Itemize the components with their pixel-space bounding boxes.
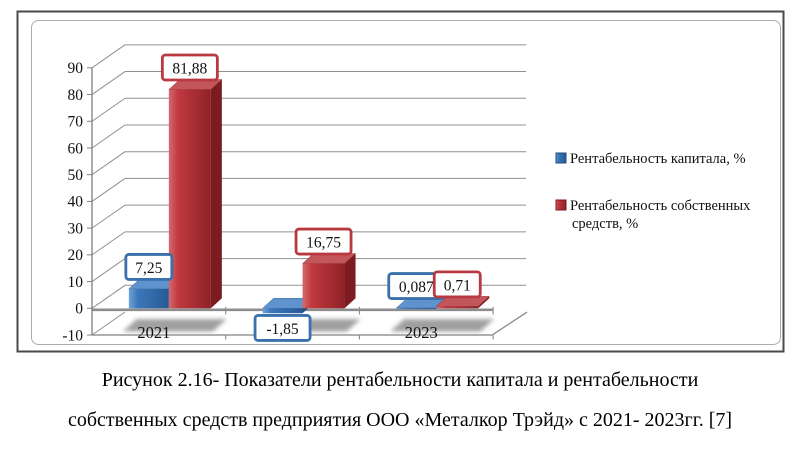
legend-label-rentabelnost-sobstvennyh-sredstv-line2: средств, % (572, 216, 638, 232)
figure-caption: Рисунок 2.16- Показатели рентабельности … (0, 360, 800, 440)
bar-rentabelnost-kapitala-2022 (262, 308, 303, 314)
y-tick-label: 0 (75, 301, 83, 318)
y-tick-label: 60 (68, 140, 84, 157)
legend-label-rentabelnost-sobstvennyh-sredstv-line1: Рентабельность собственных (570, 198, 751, 214)
legend-label-rentabelnost-kapitala: Рентабельность капитала, % (570, 151, 746, 167)
data-label-rentabelnost-sobstvennyh-sredstv-2021: 81,88 (172, 61, 207, 78)
bar-rentabelnost-sobstvennyh-sredstv-2021-side (210, 79, 222, 309)
legend: Рентабельность капитала, % Рентабельност… (555, 151, 751, 232)
data-label-rentabelnost-sobstvennyh-sredstv-2023: 0,71 (444, 277, 471, 294)
category-label-2023: 2023 (405, 323, 438, 342)
y-tick-label: 80 (68, 87, 84, 104)
data-label-rentabelnost-kapitala-2021: 7,25 (135, 260, 162, 277)
data-label-rentabelnost-kapitala-2023: 0,087 (399, 279, 434, 296)
y-tick-label: 70 (68, 114, 84, 131)
bar-rentabelnost-kapitala-2023 (396, 308, 437, 310)
y-tick-label: -10 (62, 327, 83, 344)
y-tick-label: 40 (68, 194, 84, 211)
bar-rentabelnost-sobstvennyh-sredstv-2022 (302, 263, 345, 309)
category-label-2021: 2021 (137, 323, 170, 342)
data-label-box-rentabelnost-sobstvennyh-sredstv-2023 (432, 270, 482, 299)
plot-area: -1001020304050607080902021202220237,2581… (62, 44, 528, 344)
y-tick-label: 50 (68, 167, 84, 184)
bar-rentabelnost-sobstvennyh-sredstv-2022-side (344, 253, 356, 309)
chart-inner-border (31, 20, 781, 345)
chart-figure: -1001020304050607080902021202220237,2581… (16, 10, 785, 353)
bars (128, 79, 490, 314)
data-labels: 7,25 81,88 -1,85 16,75 0,087 0,71 (124, 53, 482, 342)
bar-rentabelnost-sobstvennyh-sredstv-2023-side (478, 296, 490, 309)
legend-swatch-rentabelnost-kapitala (555, 152, 567, 164)
bar-shadow (122, 319, 227, 332)
y-tick-label: 30 (68, 220, 84, 237)
value-axis: -10 0 10 20 30 40 50 60 70 80 90 (62, 60, 93, 344)
bar-rentabelnost-sobstvennyh-sredstv-2021 (168, 89, 211, 309)
data-label-box-rentabelnost-sobstvennyh-sredstv-2021 (160, 53, 219, 82)
chart-svg: -1001020304050607080902021202220237,2581… (16, 10, 785, 353)
data-label-rentabelnost-kapitala-2022: -1,85 (266, 321, 299, 338)
legend-swatch-rentabelnost-sobstvennyh-sredstv (555, 199, 567, 211)
data-label-box-rentabelnost-sobstvennyh-sredstv-2022 (294, 227, 353, 256)
data-label-rentabelnost-sobstvennyh-sredstv-2022: 16,75 (306, 235, 341, 252)
data-label-box-rentabelnost-kapitala-2022 (253, 314, 312, 342)
caption-line-2: собственных средств предприятия ООО «Мет… (67, 409, 733, 431)
caption-line-1: Рисунок 2.16- Показатели рентабельности … (101, 369, 699, 391)
bar-shadow (390, 319, 495, 332)
y-tick-label: 20 (68, 247, 84, 264)
y-tick-label: 10 (68, 274, 84, 291)
bar-rentabelnost-sobstvennyh-sredstv-2023 (436, 306, 479, 309)
data-label-box-rentabelnost-kapitala-2021 (124, 253, 174, 281)
bar-rentabelnost-kapitala-2021 (128, 288, 169, 309)
y-tick-label: 90 (68, 60, 84, 77)
